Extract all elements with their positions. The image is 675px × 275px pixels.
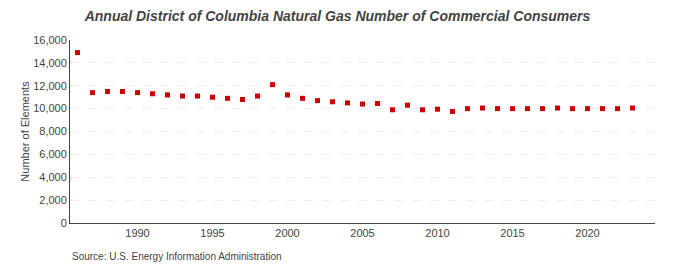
svg-text:2,000: 2,000 xyxy=(39,194,67,206)
svg-text:2000: 2000 xyxy=(275,227,299,239)
svg-text:2010: 2010 xyxy=(425,227,449,239)
svg-text:16,000: 16,000 xyxy=(33,34,67,46)
svg-text:2020: 2020 xyxy=(575,227,599,239)
svg-text:10,000: 10,000 xyxy=(33,102,67,114)
svg-text:0: 0 xyxy=(61,217,67,229)
svg-text:6,000: 6,000 xyxy=(39,148,67,160)
svg-text:8,000: 8,000 xyxy=(39,125,67,137)
svg-text:1995: 1995 xyxy=(200,227,224,239)
svg-text:Annual District of Columbia Na: Annual District of Columbia Natural Gas … xyxy=(84,8,591,24)
svg-text:2005: 2005 xyxy=(350,227,374,239)
svg-text:14,000: 14,000 xyxy=(33,57,67,69)
svg-text:2015: 2015 xyxy=(500,227,524,239)
svg-text:Source: U.S. Energy Informatio: Source: U.S. Energy Information Administ… xyxy=(72,251,282,262)
svg-text:4,000: 4,000 xyxy=(39,171,67,183)
svg-text:1990: 1990 xyxy=(125,227,149,239)
svg-text:Number of Elements: Number of Elements xyxy=(19,81,31,182)
svg-text:12,000: 12,000 xyxy=(33,80,67,92)
